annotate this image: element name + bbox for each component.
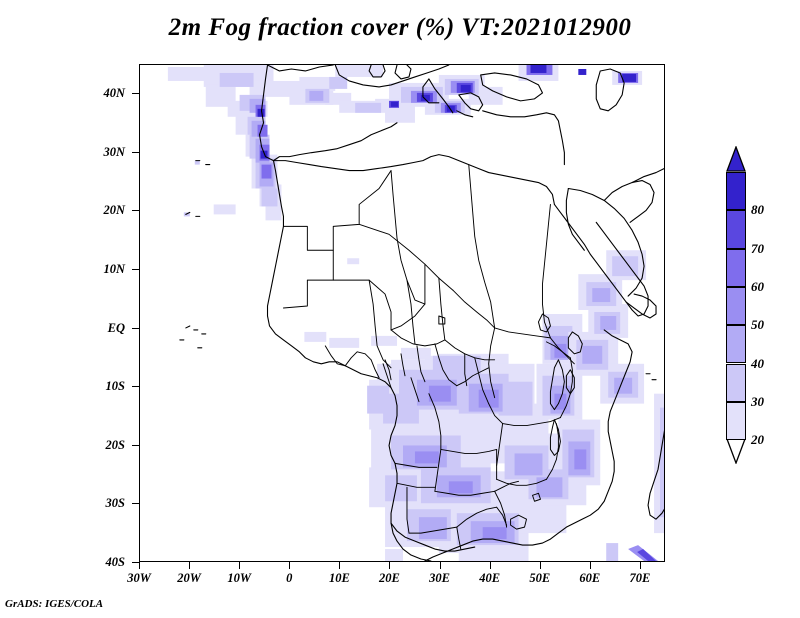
y-axis-tick <box>132 444 139 446</box>
y-axis-tick <box>132 327 139 329</box>
footer-credit: GrADS: IGES/COLA <box>5 598 104 610</box>
colorbar-band <box>726 248 746 287</box>
x-axis-label: 50E <box>529 571 551 585</box>
x-axis-label: 40E <box>479 571 501 585</box>
colorbar-band <box>726 363 746 402</box>
map-canvas <box>167 65 664 561</box>
triangle-up-icon <box>726 146 746 172</box>
colorbar-tick-label: 40 <box>751 355 764 371</box>
colorbar-tick-label: 80 <box>751 202 764 218</box>
y-axis-label: EQ <box>107 320 125 335</box>
colorbar-band <box>726 172 746 211</box>
x-axis-tick <box>539 562 541 569</box>
y-axis-label: 30S <box>105 496 125 511</box>
y-axis-tick <box>132 503 139 505</box>
x-axis-label: 30W <box>127 571 151 585</box>
x-axis-label: 60E <box>579 571 601 585</box>
x-axis-tick <box>439 562 441 569</box>
x-axis-label: 0 <box>286 571 293 585</box>
y-axis-label: 10S <box>105 379 125 394</box>
y-axis-label: 40S <box>105 555 125 569</box>
y-axis-label: 20S <box>105 437 125 452</box>
page-title: 2m Fog fraction cover (%) VT:2021012900 <box>168 14 632 41</box>
map-plot-area <box>139 64 665 562</box>
x-axis-label: 20W <box>177 571 201 585</box>
y-axis-label: 10N <box>103 262 125 277</box>
colorbar-band <box>726 210 746 249</box>
y-axis-tick <box>132 269 139 271</box>
y-axis-tick <box>132 93 139 95</box>
fog-shading-layer <box>167 65 664 561</box>
colorbar-tick-label: 20 <box>751 432 764 448</box>
x-axis-tick <box>489 562 491 569</box>
x-axis-tick <box>239 562 241 569</box>
y-axis-tick <box>132 210 139 212</box>
x-axis-tick <box>289 562 291 569</box>
y-axis-label: 20N <box>103 203 125 218</box>
colorbar-band <box>726 401 746 441</box>
x-axis-tick <box>639 562 641 569</box>
y-axis-tick <box>132 562 139 563</box>
y-axis-tick <box>132 386 139 388</box>
colorbar-tick-label: 50 <box>751 317 764 333</box>
x-axis-tick <box>189 562 191 569</box>
y-axis-label: 30N <box>103 144 125 159</box>
x-axis-tick <box>589 562 591 569</box>
x-axis-label: 70E <box>629 571 651 585</box>
colorbar-band <box>726 286 746 326</box>
colorbar[interactable]: 20 30 40 50 60 70 80 <box>723 146 783 464</box>
colorbar-tick-label: 70 <box>751 240 764 256</box>
x-axis-tick <box>389 562 391 569</box>
colorbar-tick-label: 60 <box>751 278 764 294</box>
x-axis-label: 20E <box>379 571 400 585</box>
x-axis-label: 10W <box>227 571 251 585</box>
colorbar-tick-label: 30 <box>751 393 764 409</box>
y-axis-tick <box>132 151 139 153</box>
x-axis-label: 30E <box>429 571 450 585</box>
x-axis-tick <box>339 562 341 569</box>
x-axis-tick <box>139 562 140 569</box>
colorbar-band <box>726 325 746 364</box>
coastline-layer <box>179 65 664 561</box>
x-axis-label: 10E <box>328 571 350 585</box>
triangle-down-icon <box>726 438 746 464</box>
y-axis-label: 40N <box>103 86 125 101</box>
